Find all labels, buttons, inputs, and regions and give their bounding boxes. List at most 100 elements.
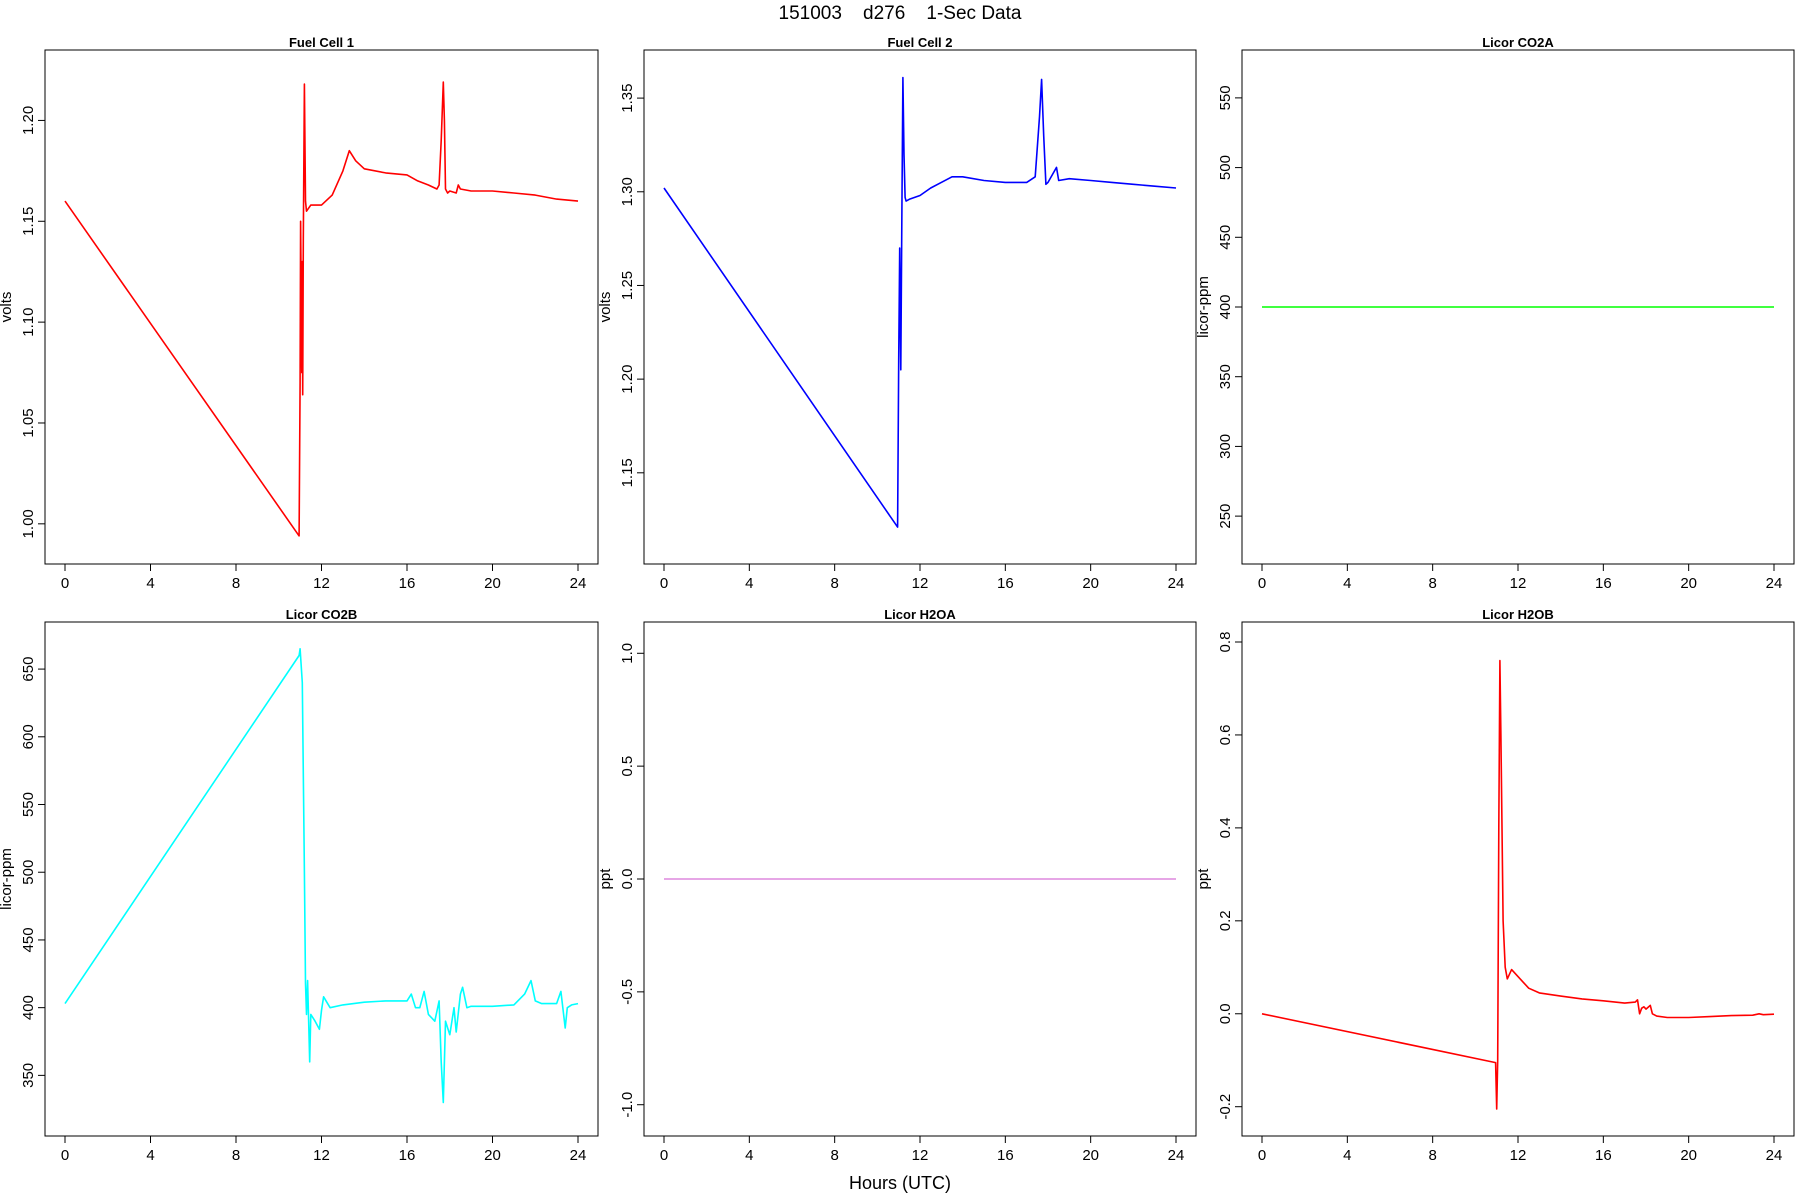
x-tick-label: 0: [660, 1147, 668, 1164]
panel-title: Fuel Cell 1: [289, 35, 354, 50]
x-tick-label: 12: [313, 575, 330, 592]
x-tick-label: 24: [1168, 1147, 1185, 1164]
chart-panel: Licor CO2B 0 4 8 12 16 20 24 350 400 450 500 550 600 6…: [0, 607, 599, 1164]
y-tick-label: 1.15: [619, 458, 636, 487]
x-tick-label: 16: [399, 1147, 416, 1164]
y-tick-label: 650: [20, 657, 37, 682]
y-tick-label: 400: [20, 995, 37, 1020]
x-tick-label: 16: [1595, 575, 1612, 592]
plot-frame: [643, 49, 1197, 565]
chart-panels: Fuel Cell 10 4 8 12 16 20 241.001.051.101.151.…: [0, 35, 1795, 1164]
x-tick-label: 8: [830, 575, 838, 592]
x-tick-label: 16: [997, 575, 1014, 592]
y-tick-label: 0.2: [1217, 910, 1234, 931]
x-tick-label: 0: [1258, 1147, 1266, 1164]
x-tick-label: 24: [1168, 575, 1185, 592]
x-tick-label: 20: [1680, 575, 1697, 592]
x-tick-label: 8: [830, 1147, 838, 1164]
x-tick-label: 20: [484, 1147, 501, 1164]
panel-title: Licor CO2B: [286, 607, 358, 622]
y-axis-label: licor-ppm: [1195, 276, 1212, 338]
y-tick-label: 0.8: [1217, 632, 1234, 653]
y-tick-label: 1.25: [619, 271, 636, 300]
y-tick-label: 450: [1217, 225, 1234, 250]
figure-x-axis-label: Hours (UTC): [849, 1173, 951, 1193]
y-axis-label: ppt: [1195, 868, 1212, 890]
x-tick-label: 4: [745, 1147, 753, 1164]
y-tick-label: 500: [1217, 155, 1234, 180]
x-tick-label: 0: [660, 575, 668, 592]
x-tick-label: 20: [484, 575, 501, 592]
y-tick-label: 0.0: [1217, 1003, 1234, 1024]
x-tick-label: 12: [313, 1147, 330, 1164]
x-tick-label: 20: [1082, 1147, 1099, 1164]
x-tick-label: 4: [745, 575, 753, 592]
series-line: [64, 647, 579, 1104]
y-axis-label: licor-ppm: [0, 848, 15, 910]
y-tick-label: 300: [1217, 434, 1234, 459]
y-tick-label: 450: [20, 927, 37, 952]
x-tick-label: 0: [1258, 575, 1266, 592]
x-tick-label: 24: [1766, 575, 1783, 592]
y-tick-label: -0.5: [619, 979, 636, 1005]
x-tick-label: 4: [146, 575, 154, 592]
y-tick-label: 600: [20, 724, 37, 749]
y-tick-label: 1.15: [20, 207, 37, 236]
chart-panel: Fuel Cell 2 0 4 8 12 16 20 24 1.15 1.20 1.25 1.30 1.…: [597, 35, 1197, 592]
chart-panel: Licor H2OB 0 4 8 12 16 20 24 -0.2 0.0 0.2 0.4 0.6 0.8…: [1195, 607, 1795, 1164]
x-tick-label: 4: [1343, 575, 1351, 592]
chart-panel: Licor CO2A 0 4 8 12 16 20 24 250 300 350 400 450 500 5…: [1195, 35, 1795, 592]
series-line: [1261, 659, 1775, 1110]
y-tick-label: -0.2: [1217, 1094, 1234, 1120]
panel-title: Licor H2OB: [1482, 607, 1554, 622]
y-tick-label: 0.4: [1217, 817, 1234, 838]
panel-title: Licor H2OA: [884, 607, 956, 622]
x-tick-label: 12: [1510, 1147, 1527, 1164]
x-tick-label: 8: [232, 1147, 240, 1164]
y-tick-label: 1.20: [619, 365, 636, 394]
x-tick-label: 20: [1680, 1147, 1697, 1164]
x-tick-label: 12: [912, 575, 929, 592]
x-tick-label: 8: [232, 575, 240, 592]
chart-panel: Fuel Cell 1 0 4 8 12 16 20 24 1.00 1.05 1.10 1.15 1.…: [0, 35, 599, 592]
y-tick-label: 1.35: [619, 84, 636, 113]
y-tick-label: 350: [20, 1063, 37, 1088]
x-tick-label: 16: [1595, 1147, 1612, 1164]
y-tick-label: 1.00: [20, 509, 37, 538]
x-tick-label: 4: [146, 1147, 154, 1164]
y-tick-label: 550: [1217, 85, 1234, 110]
x-tick-label: 4: [1343, 1147, 1351, 1164]
series-line: [64, 81, 579, 537]
y-tick-label: 250: [1217, 504, 1234, 529]
y-tick-label: 500: [20, 860, 37, 885]
figure-title: 151003 d276 1-Sec Data: [779, 3, 1022, 24]
x-tick-label: 16: [399, 575, 416, 592]
y-axis-label: volts: [597, 292, 614, 323]
y-tick-label: 1.30: [619, 177, 636, 206]
y-tick-label: -1.0: [619, 1092, 636, 1118]
y-axis-label: ppt: [597, 868, 614, 890]
y-tick-label: 400: [1217, 294, 1234, 319]
x-tick-label: 8: [1428, 1147, 1436, 1164]
x-tick-label: 24: [570, 1147, 587, 1164]
y-tick-label: 1.20: [20, 106, 37, 135]
y-tick-label: 550: [20, 792, 37, 817]
x-tick-label: 20: [1082, 575, 1099, 592]
x-tick-label: 12: [912, 1147, 929, 1164]
panel-title: Licor CO2A: [1482, 35, 1554, 50]
plot-frame: [44, 621, 599, 1137]
x-tick-label: 12: [1510, 575, 1527, 592]
x-tick-label: 24: [1766, 1147, 1783, 1164]
x-tick-label: 16: [997, 1147, 1014, 1164]
y-tick-label: 0.0: [619, 869, 636, 890]
x-tick-label: 24: [570, 575, 587, 592]
y-tick-label: 1.05: [20, 408, 37, 437]
chart-panel: Licor H2OA 0 4 8 12 16 20 24 -1.0 -0.5 0.0 0.5 1.0 pp…: [597, 607, 1197, 1164]
y-tick-label: 350: [1217, 364, 1234, 389]
plot-frame: [1241, 621, 1795, 1137]
x-tick-label: 0: [61, 575, 69, 592]
y-axis-label: volts: [0, 292, 15, 323]
y-tick-label: 0.5: [619, 756, 636, 777]
x-tick-label: 0: [61, 1147, 69, 1164]
